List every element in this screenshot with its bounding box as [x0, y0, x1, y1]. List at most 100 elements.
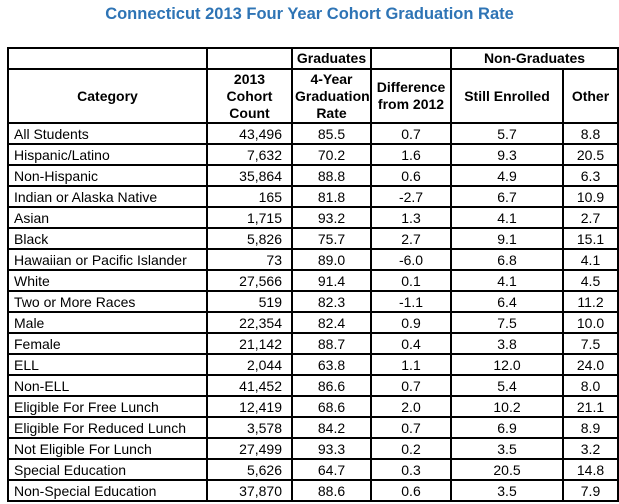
- cell-difference: 0.9: [370, 311, 452, 335]
- page-title: Connecticut 2013 Four Year Cohort Gradua…: [105, 5, 514, 23]
- cell-other: 2.7: [562, 206, 619, 230]
- table-row: Hispanic/Latino 7,632 70.2 1.6 9.3 20.5: [7, 143, 619, 167]
- cell-difference: 0.6: [370, 164, 452, 188]
- cell-graduation-rate: 93.3: [291, 437, 372, 461]
- table-row: Non-ELL 41,452 86.6 0.7 5.4 8.0: [7, 374, 619, 398]
- header-group-empty-category: [7, 47, 208, 70]
- table-row: Special Education 5,626 64.7 0.3 20.5 14.8: [7, 458, 619, 482]
- cell-difference: 0.7: [370, 122, 452, 146]
- header-group-graduates: Graduates: [291, 47, 372, 70]
- cell-other: 8.9: [562, 416, 619, 440]
- column-header-cohort-count: 2013 Cohort Count: [206, 67, 293, 125]
- cell-cohort-count: 41,452: [206, 374, 293, 398]
- cell-graduation-rate: 93.2: [291, 206, 372, 230]
- cell-graduation-rate: 91.4: [291, 269, 372, 293]
- cell-still-enrolled: 6.7: [450, 185, 564, 209]
- cell-graduation-rate: 86.6: [291, 374, 372, 398]
- cell-category: Hawaiian or Pacific Islander: [7, 248, 208, 272]
- cell-difference: 1.6: [370, 143, 452, 167]
- cell-cohort-count: 5,626: [206, 458, 293, 482]
- cell-cohort-count: 43,496: [206, 122, 293, 146]
- cell-graduation-rate: 84.2: [291, 416, 372, 440]
- cell-difference: 0.3: [370, 458, 452, 482]
- cell-cohort-count: 165: [206, 185, 293, 209]
- cell-difference: 0.7: [370, 416, 452, 440]
- column-header-difference: Difference from 2012: [370, 67, 452, 125]
- cell-category: Eligible For Free Lunch: [7, 395, 208, 419]
- cell-cohort-count: 37,870: [206, 479, 293, 503]
- cell-other: 24.0: [562, 353, 619, 377]
- cell-difference: 0.4: [370, 332, 452, 356]
- cell-graduation-rate: 85.5: [291, 122, 372, 146]
- cell-other: 21.1: [562, 395, 619, 419]
- table-row: Eligible For Reduced Lunch 3,578 84.2 0.7 6.…: [7, 416, 619, 440]
- cell-category: Indian or Alaska Native: [7, 185, 208, 209]
- cell-category: ELL: [7, 353, 208, 377]
- cell-graduation-rate: 88.8: [291, 164, 372, 188]
- cell-other: 4.5: [562, 269, 619, 293]
- cell-still-enrolled: 4.9: [450, 164, 564, 188]
- cell-category: Male: [7, 311, 208, 335]
- cell-other: 11.2: [562, 290, 619, 314]
- cell-category: Black: [7, 227, 208, 251]
- column-header-other: Other: [562, 67, 619, 125]
- table-row: Male 22,354 82.4 0.9 7.5 10.0: [7, 311, 619, 335]
- cell-still-enrolled: 6.9: [450, 416, 564, 440]
- cell-cohort-count: 7,632: [206, 143, 293, 167]
- cell-cohort-count: 27,566: [206, 269, 293, 293]
- cell-difference: 1.1: [370, 353, 452, 377]
- table-row: Not Eligible For Lunch 27,499 93.3 0.2 3.5 3.…: [7, 437, 619, 461]
- cell-difference: -6.0: [370, 248, 452, 272]
- cell-cohort-count: 1,715: [206, 206, 293, 230]
- table-row: Asian 1,715 93.2 1.3 4.1 2.7: [7, 206, 619, 230]
- column-header-graduation-rate: 4-Year Graduation Rate: [291, 67, 372, 125]
- column-header-still-enrolled: Still Enrolled: [450, 67, 564, 125]
- cell-other: 7.9: [562, 479, 619, 503]
- cell-difference: 0.6: [370, 479, 452, 503]
- cell-still-enrolled: 9.1: [450, 227, 564, 251]
- cell-still-enrolled: 3.5: [450, 437, 564, 461]
- cell-other: 14.8: [562, 458, 619, 482]
- cell-cohort-count: 22,354: [206, 311, 293, 335]
- cell-still-enrolled: 4.1: [450, 269, 564, 293]
- cell-cohort-count: 21,142: [206, 332, 293, 356]
- header-group-row: Graduates Non-Graduates: [7, 47, 619, 70]
- cell-still-enrolled: 6.4: [450, 290, 564, 314]
- table-body: All Students 43,496 85.5 0.7 5.7 8.8 Hispanic/…: [7, 122, 619, 503]
- cell-still-enrolled: 10.2: [450, 395, 564, 419]
- table-row: Eligible For Free Lunch 12,419 68.6 2.0 10.2…: [7, 395, 619, 419]
- cell-cohort-count: 73: [206, 248, 293, 272]
- cell-category: Non-ELL: [7, 374, 208, 398]
- cell-category: Special Education: [7, 458, 208, 482]
- graduation-rate-table: Graduates Non-Graduates Category 2013 Co…: [7, 47, 619, 503]
- table-row: Hawaiian or Pacific Islander 73 89.0 -6.0 6.…: [7, 248, 619, 272]
- table-row: Indian or Alaska Native 165 81.8 -2.7 6.7 10.…: [7, 185, 619, 209]
- table-row: White 27,566 91.4 0.1 4.1 4.5: [7, 269, 619, 293]
- cell-other: 4.1: [562, 248, 619, 272]
- header-group-non-graduates: Non-Graduates: [450, 47, 619, 70]
- cell-category: Two or More Races: [7, 290, 208, 314]
- cell-difference: 2.7: [370, 227, 452, 251]
- cell-cohort-count: 27,499: [206, 437, 293, 461]
- cell-still-enrolled: 3.8: [450, 332, 564, 356]
- cell-category: Hispanic/Latino: [7, 143, 208, 167]
- table-row: Black 5,826 75.7 2.7 9.1 15.1: [7, 227, 619, 251]
- cell-cohort-count: 35,864: [206, 164, 293, 188]
- cell-graduation-rate: 81.8: [291, 185, 372, 209]
- cell-other: 3.2: [562, 437, 619, 461]
- cell-category: Female: [7, 332, 208, 356]
- cell-still-enrolled: 5.7: [450, 122, 564, 146]
- table-row: Two or More Races 519 82.3 -1.1 6.4 11.2: [7, 290, 619, 314]
- cell-cohort-count: 519: [206, 290, 293, 314]
- cell-graduation-rate: 88.6: [291, 479, 372, 503]
- cell-graduation-rate: 68.6: [291, 395, 372, 419]
- column-header-category: Category: [7, 67, 208, 125]
- cell-category: White: [7, 269, 208, 293]
- table-row: Non-Special Education 37,870 88.6 0.6 3.5 7.9: [7, 479, 619, 503]
- cell-other: 7.5: [562, 332, 619, 356]
- cell-graduation-rate: 89.0: [291, 248, 372, 272]
- cell-still-enrolled: 3.5: [450, 479, 564, 503]
- cell-graduation-rate: 63.8: [291, 353, 372, 377]
- column-header-row: Category 2013 Cohort Count 4-Year Gradua…: [7, 67, 619, 125]
- cell-cohort-count: 12,419: [206, 395, 293, 419]
